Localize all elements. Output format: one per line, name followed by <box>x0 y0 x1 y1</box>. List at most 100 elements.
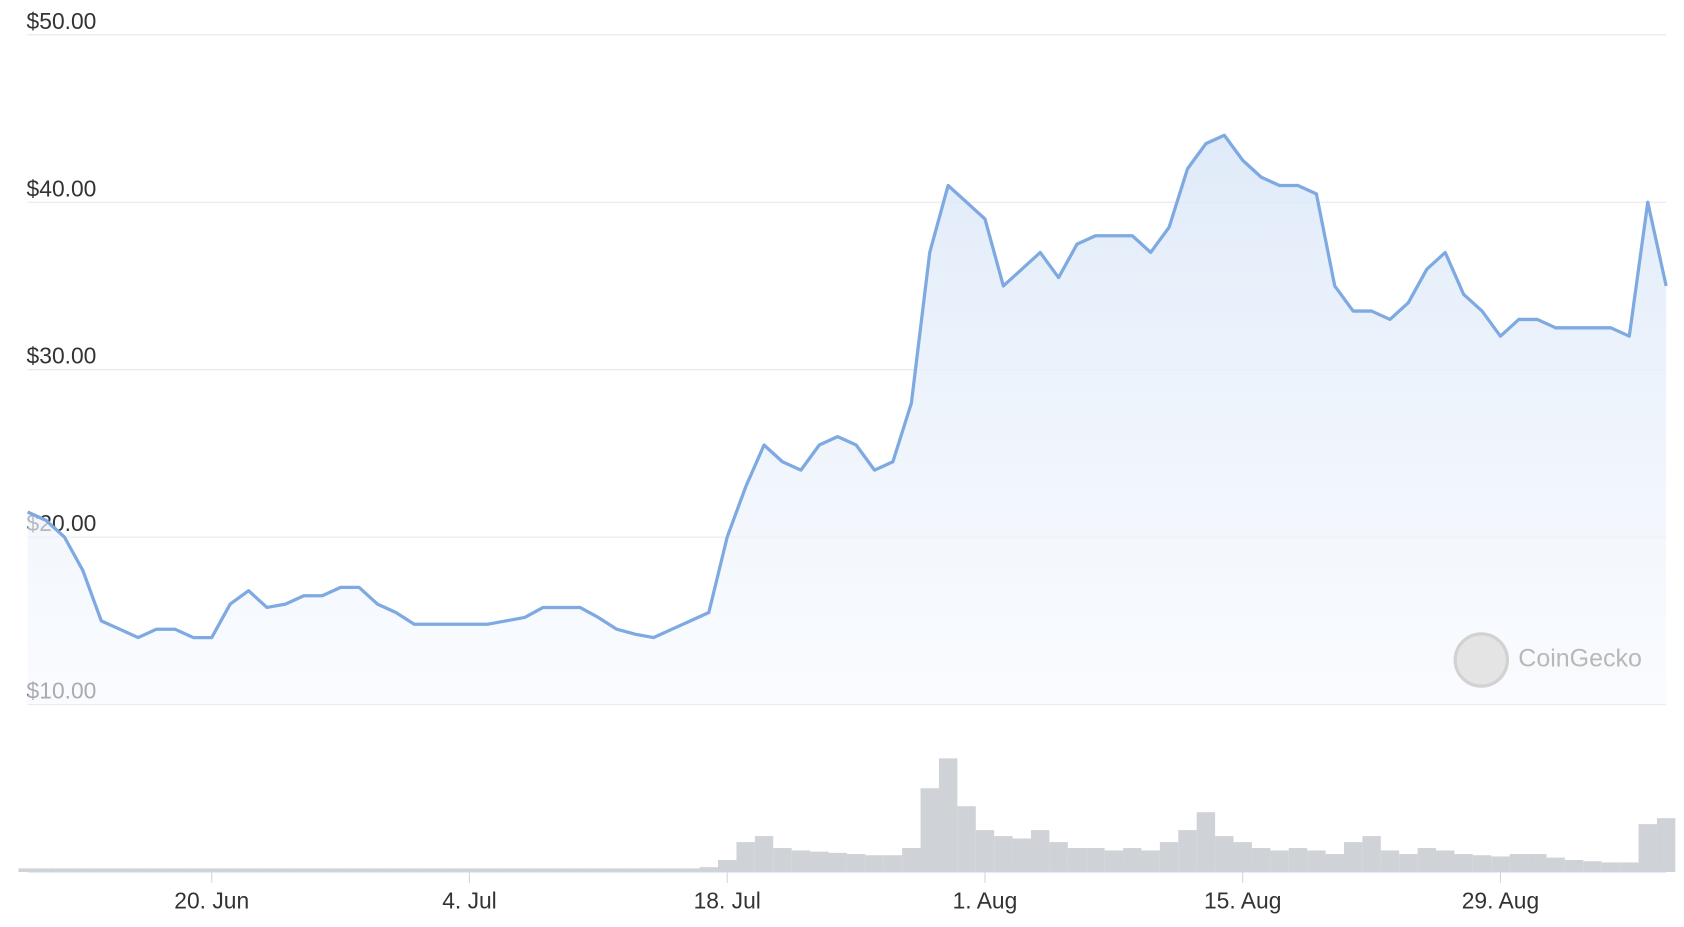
volume-bar <box>1159 842 1179 872</box>
volume-bar <box>331 868 350 872</box>
volume-bar <box>754 836 774 872</box>
volume-bar <box>681 868 700 872</box>
x-tick-label: 4. Jul <box>442 887 497 913</box>
volume-bar <box>902 848 921 872</box>
volume-bar <box>1288 848 1308 872</box>
volume-bar <box>18 868 37 872</box>
volume-bar <box>184 868 203 872</box>
volume-bar <box>55 868 74 872</box>
volume-bar <box>460 868 479 872</box>
volume-bar <box>1528 854 1547 872</box>
watermark-text: CoinGecko <box>1518 645 1642 673</box>
volume-bar <box>110 868 129 872</box>
volume-bar <box>938 758 958 872</box>
volume-bar <box>736 842 755 872</box>
volume-bar <box>220 868 240 872</box>
volume-bar <box>1343 842 1363 872</box>
volume-bar <box>644 868 663 872</box>
volume-bar <box>1067 848 1087 872</box>
volume-bar <box>589 868 608 872</box>
volume-bar <box>1325 854 1344 872</box>
volume-bar <box>73 868 93 872</box>
volume-bar <box>533 868 553 872</box>
volume-bar <box>1546 857 1565 872</box>
volume-bar <box>1638 824 1657 872</box>
volume-bar <box>773 848 792 872</box>
volume-bar <box>570 868 590 872</box>
y-tick-label: $30.00 <box>27 343 97 369</box>
volume-bar <box>423 868 442 872</box>
volume-bar <box>1086 848 1105 872</box>
volume-bar <box>497 868 516 872</box>
volume-bar <box>920 788 939 872</box>
volume-bar <box>552 868 571 872</box>
volume-bar <box>276 868 295 872</box>
volume-bar <box>810 851 829 872</box>
volume-bar <box>1307 850 1326 872</box>
y-tick-label: $40.00 <box>27 175 97 201</box>
volume-bar <box>828 852 847 872</box>
volume-bar <box>957 806 976 872</box>
volume-bar <box>1141 850 1160 872</box>
volume-bar <box>1251 848 1271 872</box>
volume-bar <box>699 867 719 872</box>
volume-bar <box>349 868 369 872</box>
volume-bar <box>975 830 995 872</box>
volume-bar <box>791 850 811 872</box>
volume-bar <box>1417 848 1437 872</box>
volume-bar <box>1656 818 1676 872</box>
volume-bar <box>1564 860 1584 872</box>
volume-bar <box>147 868 166 872</box>
volume-bar <box>165 868 185 872</box>
x-tick-label: 18. Jul <box>694 887 761 913</box>
volume-bar <box>1583 861 1602 872</box>
volume-bar <box>994 836 1013 872</box>
volume-bar <box>128 868 148 872</box>
volume-bar <box>239 868 258 872</box>
volume-bar <box>92 868 111 872</box>
volume-bar <box>1509 854 1529 872</box>
volume-bar <box>1270 850 1289 872</box>
volume-bar <box>1049 842 1068 872</box>
x-tick-label: 15. Aug <box>1204 887 1281 913</box>
volume-bar <box>1215 836 1234 872</box>
volume-bar <box>294 868 313 872</box>
volume-bar <box>607 868 626 872</box>
volume-bar <box>386 868 406 872</box>
volume-bar <box>257 868 277 872</box>
volume-bar <box>368 868 387 872</box>
y-tick-label: $50.00 <box>27 8 97 34</box>
volume-bar <box>1491 856 1510 872</box>
price-area <box>27 135 1667 705</box>
volume-bar <box>662 868 682 872</box>
volume-bar <box>1123 848 1142 872</box>
price-line <box>26 133 1668 640</box>
volume-bar <box>1104 850 1124 872</box>
volume-bar <box>1601 862 1621 872</box>
volume-bar <box>1454 854 1473 872</box>
volume-bar <box>1012 838 1031 872</box>
volume-bar <box>1436 850 1455 872</box>
volume-bar <box>1178 830 1197 872</box>
volume-bar <box>1399 854 1418 872</box>
volume-bar <box>1620 862 1639 872</box>
x-tick-label: 29. Aug <box>1462 887 1539 913</box>
volume-bar <box>1472 855 1492 872</box>
x-tick-label: 1. Aug <box>953 887 1018 913</box>
volume-bar <box>515 868 534 872</box>
volume-bar <box>718 860 737 872</box>
volume-bar <box>202 868 221 872</box>
volume-bar <box>312 868 332 872</box>
volume-bar <box>478 868 498 872</box>
volume-bar <box>1362 836 1381 872</box>
volume-bar <box>441 868 461 872</box>
volume-bar <box>36 868 56 872</box>
volume-bar <box>1030 830 1050 872</box>
volume-bar <box>1380 850 1400 872</box>
volume-bar <box>865 855 884 872</box>
watermark: CoinGecko <box>1453 632 1642 688</box>
volume-bar <box>405 868 424 872</box>
volume-bar <box>625 868 645 872</box>
volume-bar <box>883 855 903 872</box>
